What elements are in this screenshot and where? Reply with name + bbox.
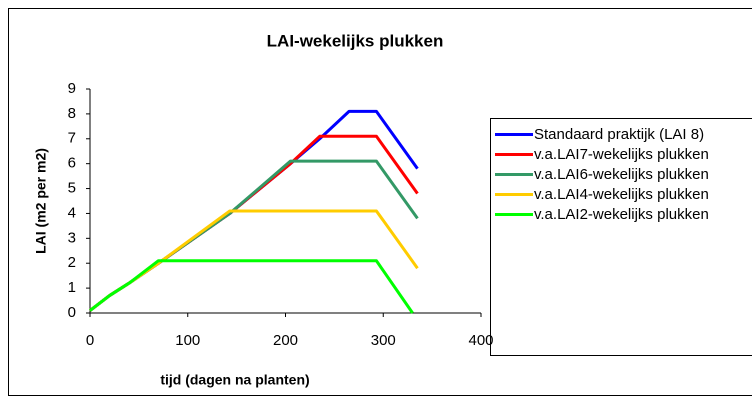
legend-entry: v.a.LAI2-wekelijks plukken [495,205,752,224]
legend-swatch [495,173,533,176]
y-tick-label: 1 [68,279,76,296]
y-tick-label: 4 [68,204,76,221]
y-tick-label: 0 [68,304,76,321]
legend-entry: v.a.LAI7-wekelijks plukken [495,145,752,164]
legend-swatch [495,213,533,216]
legend-entry: v.a.LAI4-wekelijks plukken [495,185,752,204]
chart-title: LAI-wekelijks plukken [267,31,444,50]
legend-label: v.a.LAI6-wekelijks plukken [534,166,709,183]
legend-label: v.a.LAI4-wekelijks plukken [534,186,709,203]
x-tick-label: 100 [175,332,200,349]
series-line [89,159,419,312]
x-tick-label: 300 [371,332,396,349]
y-tick-label: 2 [68,254,76,271]
legend-swatch [495,193,533,196]
series-line [89,259,414,314]
legend-label: v.a.LAI2-wekelijks plukken [534,206,709,223]
legend: Standaard praktijk (LAI 8) v.a.LAI7-wekel… [490,118,752,356]
legend-label: Standaard praktijk (LAI 8) [534,126,705,143]
legend-swatch [495,133,533,136]
x-axis-label: tijd (dagen na planten) [160,372,309,388]
x-tick-label: 0 [86,332,94,349]
y-tick-label: 3 [68,229,76,246]
legend-swatch [495,153,533,156]
y-axis-label: LAI (m2 per m2) [33,148,49,254]
y-tick-label: 7 [68,130,76,147]
chart-frame [8,8,752,396]
y-tick-label: 9 [68,80,76,97]
legend-label: v.a.LAI7-wekelijks plukken [534,146,709,163]
y-tick-label: 6 [68,155,76,172]
y-tick-label: 5 [68,180,76,197]
legend-entry: Standaard praktijk (LAI 8) [495,125,752,144]
x-tick-label: 200 [273,332,298,349]
legend-entry: v.a.LAI6-wekelijks plukken [495,165,752,184]
x-tick-label: 400 [468,332,493,349]
y-tick-label: 8 [68,105,76,122]
